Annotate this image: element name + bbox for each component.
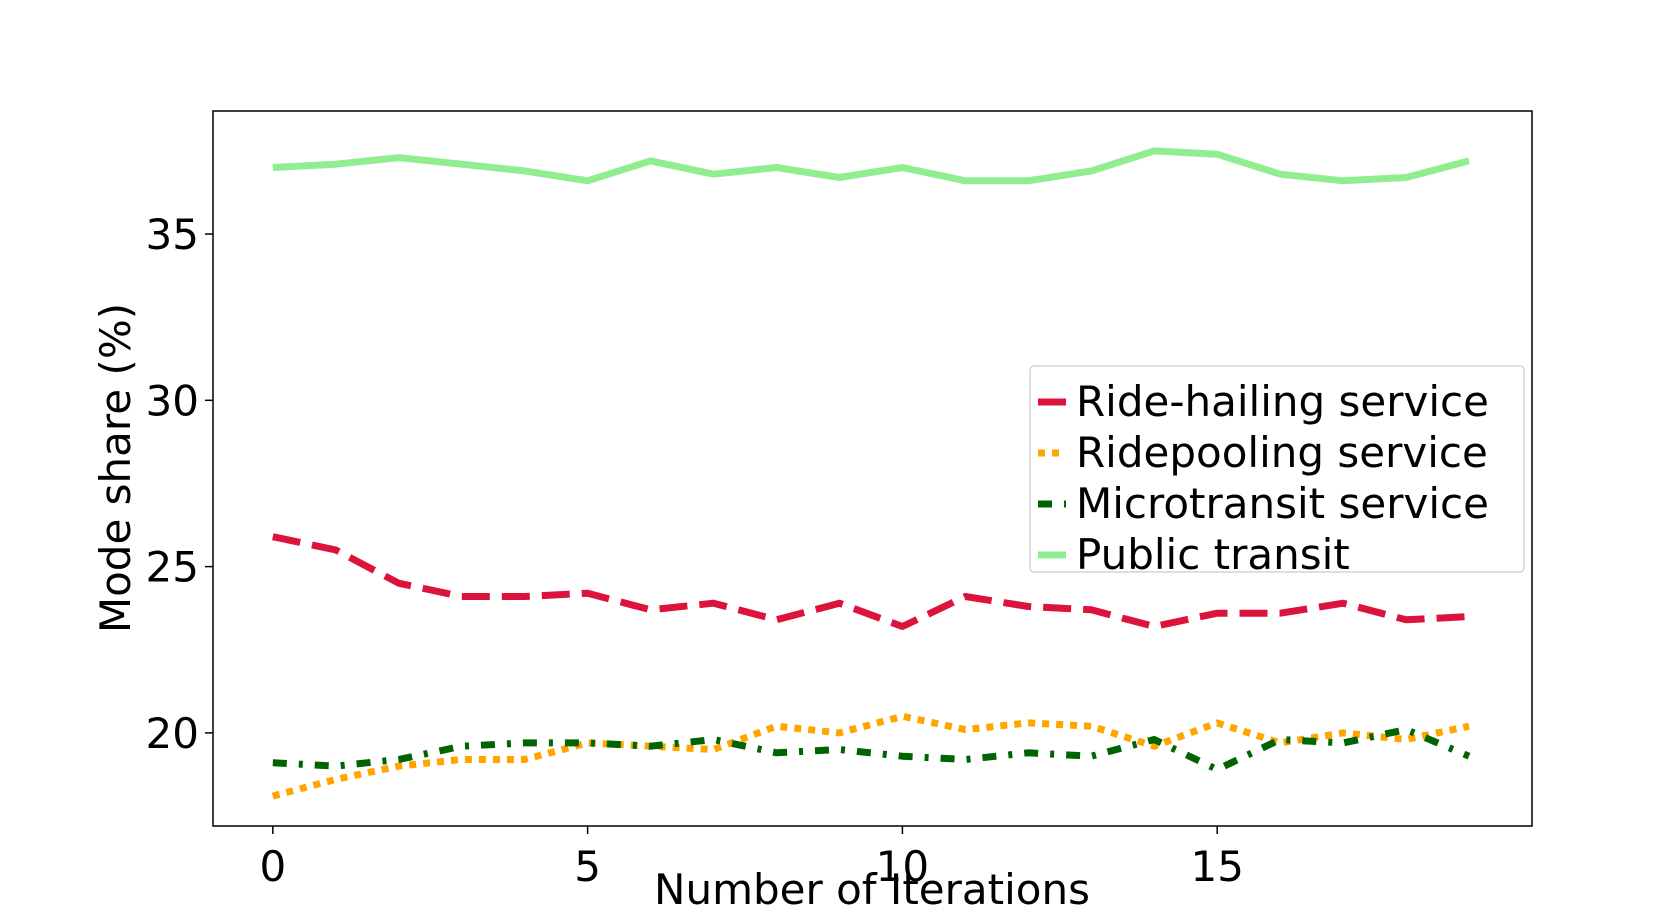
y-axis-ticks: 20 25 30 35: [146, 210, 213, 758]
x-tick-label: 15: [1190, 842, 1243, 891]
legend-label-2: Ridepooling service: [1076, 428, 1488, 477]
y-tick-label: 30: [146, 376, 199, 425]
x-tick-label: 0: [259, 842, 286, 891]
y-axis-title: Mode share (%): [91, 303, 140, 633]
series-line-2: [271, 712, 1470, 800]
legend-label-4: Public transit: [1076, 530, 1350, 579]
y-tick-label: 35: [146, 210, 199, 259]
plot-frame: [212, 110, 1533, 827]
x-axis-ticks: 0 5 10 15: [259, 826, 1244, 891]
series-line-3: [272, 726, 1471, 773]
x-tick-label: 5: [574, 842, 601, 891]
series-line-4: [272, 147, 1470, 185]
series-line-1: [272, 533, 1470, 630]
y-tick-label: 25: [146, 543, 199, 592]
legend-frame: [1029, 365, 1525, 573]
y-tick-label: 20: [146, 709, 199, 758]
x-tick-label: 10: [876, 842, 929, 891]
legend-label-1: Ride-hailing service: [1076, 377, 1489, 426]
x-axis-title: Number of Iterations: [654, 865, 1090, 914]
legend-label-3: Microtransit service: [1076, 479, 1489, 528]
series-layer: [271, 147, 1471, 800]
